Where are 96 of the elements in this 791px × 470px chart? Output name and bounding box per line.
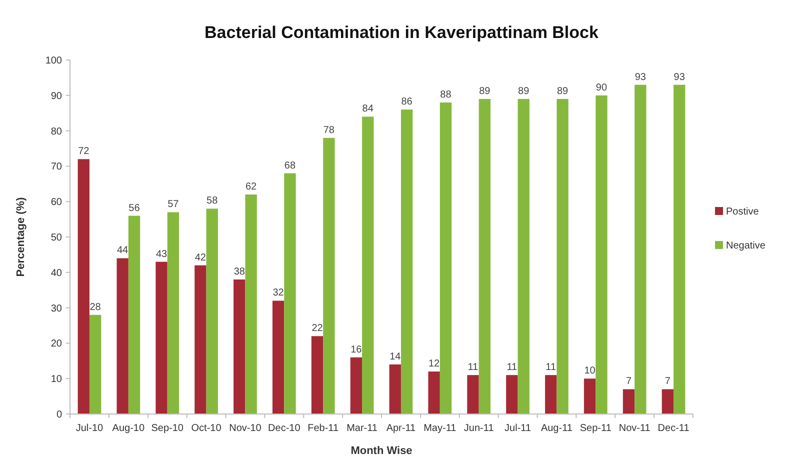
bar [272,300,284,414]
bar [206,208,218,414]
bar [245,194,257,414]
bar [556,98,568,414]
bar [545,375,557,414]
data-label: 42 [194,252,206,264]
bar [518,98,530,414]
y-tick-label: 50 [50,232,62,244]
bar [116,258,128,414]
legend-label: Negative [726,240,766,252]
bar [156,262,168,414]
x-tick-label: Aug-10 [112,423,145,434]
data-label: 14 [390,351,402,362]
bar [78,159,90,414]
bar [89,314,102,414]
data-label: 68 [284,160,296,172]
bar [634,84,646,414]
data-label: 11 [506,362,518,374]
data-label: 12 [428,358,440,370]
data-label: 7 [626,376,632,388]
bar [467,375,479,414]
data-label: 10 [584,366,596,377]
data-label: 89 [479,86,491,97]
data-label: 11 [468,362,479,374]
bar [194,265,206,414]
data-label: 78 [323,124,335,136]
data-label: 58 [206,196,218,207]
data-label: 88 [440,89,452,100]
x-tick-label: Oct-10 [191,423,222,434]
data-label: 62 [245,182,258,193]
legend-label: Postive [726,206,760,218]
bar [389,364,401,414]
bar [440,102,452,414]
bar [622,389,635,414]
y-tick-label: 40 [50,268,62,279]
x-tick-label: Aug-11 [540,423,573,434]
data-label: 7 [664,376,671,388]
bar [596,95,608,414]
data-label: 38 [234,266,246,278]
bar [234,279,246,414]
data-label: 16 [350,344,362,356]
data-label: 28 [90,302,102,313]
x-tick-label: Sep-11 [580,423,612,434]
data-label: 11 [546,362,556,374]
bar [584,378,596,414]
bar [311,336,324,414]
bar [506,375,518,414]
bar [478,98,491,414]
data-label: 44 [117,245,129,256]
bar [428,372,440,414]
data-label: 84 [362,104,374,115]
x-tick-label: Mar-11 [346,423,378,434]
data-label: 22 [312,323,324,334]
data-label: 32 [272,288,284,299]
x-tick-label: Dec-10 [268,423,301,434]
y-tick-label: 100 [45,56,62,66]
bar [350,357,362,414]
data-label: 93 [674,72,686,83]
y-tick-label: 0 [56,410,62,420]
bar [674,84,686,414]
data-label: 89 [518,86,530,97]
data-label: 90 [596,82,608,94]
y-tick-label: 30 [50,303,62,314]
data-label: 86 [401,96,413,108]
data-label: 57 [168,199,180,210]
data-label: 93 [634,72,646,83]
y-axis-title: Percentage (%) [15,196,27,277]
x-tick-label: Feb-11 [308,423,339,434]
data-label: 72 [78,146,90,158]
x-axis-title: Month Wise [350,445,412,457]
x-tick-label: Jul-10 [76,423,104,434]
data-label: 56 [128,202,140,214]
x-tick-label: Nov-10 [229,423,262,434]
data-label: 43 [156,248,168,260]
x-tick-label: Apr-11 [386,423,416,434]
bar [323,138,335,414]
y-tick-label: 10 [50,374,62,386]
y-tick-label: 20 [50,338,62,350]
x-tick-label: May-11 [424,423,457,434]
y-tick-label: 70 [50,162,62,173]
bar [662,389,674,414]
bar [400,110,413,414]
y-tick-label: 80 [50,126,62,138]
bar [362,116,374,414]
bar [167,212,180,414]
chart-title: Bacterial Contamination in Kaveripattinam Block [204,23,600,42]
bar [128,216,140,414]
y-tick-label: 90 [50,90,62,102]
x-tick-label: Sep-10 [151,423,184,434]
x-tick-label: Dec-11 [658,423,690,434]
x-tick-label: Jun-11 [464,423,494,434]
x-tick-label: Jul-11 [504,423,532,434]
data-label: 89 [556,86,569,97]
x-tick-label: Nov-11 [618,423,651,434]
y-tick-label: 60 [50,197,62,208]
bar [284,173,296,414]
